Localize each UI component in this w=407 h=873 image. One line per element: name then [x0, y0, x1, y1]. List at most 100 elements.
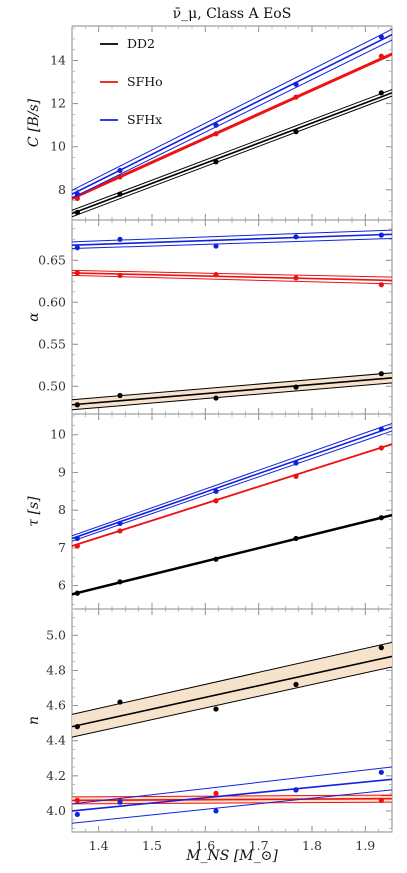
- fit-line-SFHx-fit: [72, 778, 392, 812]
- data-point-DD2: [74, 402, 80, 408]
- data-point-DD2: [117, 699, 123, 705]
- data-point-SFHx: [117, 520, 123, 526]
- data-point-SFHo: [74, 195, 80, 202]
- data-point-DD2: [213, 159, 219, 165]
- series-group: [72, 422, 392, 596]
- confidence-band-DD2: [72, 642, 392, 738]
- figure-title: ν̄_μ, Class A EoS: [173, 6, 292, 22]
- y-tick-label: 5.0: [46, 627, 66, 642]
- data-point-DD2: [293, 681, 299, 688]
- data-point-DD2: [74, 590, 80, 596]
- data-point-SFHx: [293, 234, 299, 240]
- panel-frame: [71, 25, 393, 221]
- y-tick-label: 6: [58, 578, 66, 593]
- data-point-SFHx: [378, 34, 384, 40]
- y-tick-label: 8: [58, 182, 66, 197]
- fit-line-DD2-fit: [72, 92, 392, 215]
- data-point-DD2: [293, 129, 299, 135]
- data-point-DD2: [378, 645, 384, 651]
- data-point-DD2: [74, 724, 80, 730]
- fit-line-DD2-band_lo: [72, 666, 392, 738]
- data-point-SFHo: [213, 131, 219, 137]
- y-tick-label: 0.65: [38, 252, 66, 267]
- data-point-SFHo: [378, 53, 384, 59]
- data-point-SFHx: [117, 799, 123, 805]
- panel-2: 0.50 0.55 0.60 0.65 α: [26, 219, 393, 415]
- data-point-SFHo: [378, 282, 384, 288]
- y-tick-label: 4.8: [46, 662, 66, 677]
- data-point-SFHx: [117, 236, 123, 242]
- data-point-DD2: [378, 90, 384, 96]
- legend-label-SFHx: SFHx: [127, 112, 162, 127]
- data-point-SFHx: [213, 122, 219, 128]
- fit-line-SFHo-band_hi: [72, 269, 392, 278]
- data-point-SFHx: [378, 426, 384, 432]
- fit-line-DD2-fit: [72, 655, 392, 728]
- y-axis-label: τ [s]: [26, 496, 42, 527]
- fit-line-SFHo-fit: [72, 797, 392, 802]
- y-tick-label: 10: [50, 139, 66, 154]
- data-point-DD2: [293, 384, 299, 390]
- fit-line-SFHx-fit: [72, 33, 392, 195]
- fit-line-SFHo-band_lo: [72, 801, 392, 805]
- panel-4: 4.0 4.2 4.4 4.6 4.8 5.0 n 1.4 1.5 1.6 1.7 1.8 1.9: [26, 608, 393, 853]
- y-tick-label: 4.2: [46, 768, 66, 783]
- legend-label-SFHo: SFHo: [127, 74, 163, 89]
- series-group: [72, 229, 392, 411]
- y-axis-label: α: [26, 312, 42, 322]
- data-point-SFHo: [74, 543, 80, 549]
- fit-line-SFHx-band_hi: [72, 422, 392, 537]
- legend-label-DD2: DD2: [127, 36, 155, 51]
- fit-line-SFHx-band_lo: [72, 237, 392, 250]
- fit-line-SFHo-fit: [72, 53, 392, 200]
- data-point-DD2: [213, 556, 219, 562]
- data-point-SFHo: [74, 270, 80, 276]
- data-point-SFHo: [293, 275, 299, 281]
- data-point-SFHx: [293, 460, 299, 466]
- panels-group: 8 10 12 14 C [B/s] DD2 SFHo SFHx 0.50 0.55 0.60 0.6…: [26, 25, 393, 853]
- legend: DD2 SFHo SFHx: [100, 36, 163, 127]
- x-tick-label: 1.4: [89, 838, 109, 853]
- fit-line-SFHx-fit: [72, 426, 392, 540]
- data-point-SFHo: [117, 174, 123, 180]
- fit-line-DD2-fit: [72, 514, 392, 596]
- data-point-SFHo: [293, 473, 299, 479]
- data-point-DD2: [293, 535, 299, 542]
- data-point-SFHo: [293, 94, 299, 100]
- data-point-SFHx: [213, 488, 219, 494]
- data-point-SFHx: [74, 245, 80, 251]
- x-tick-label: 1.9: [355, 838, 375, 853]
- data-point-SFHx: [378, 232, 384, 238]
- data-point-DD2: [378, 515, 384, 521]
- y-tick-label: 12: [50, 96, 66, 111]
- series-group: [72, 641, 392, 824]
- data-point-DD2: [213, 706, 219, 712]
- panel-1: 8 10 12 14 C [B/s] DD2 SFHo SFHx: [26, 25, 393, 221]
- y-tick-label: 0.60: [38, 294, 66, 309]
- x-tick-label: 1.6: [195, 838, 215, 853]
- data-point-SFHx: [378, 769, 384, 775]
- y-tick-label: 9: [58, 464, 66, 479]
- data-point-DD2: [74, 209, 80, 216]
- data-point-SFHx: [74, 535, 80, 542]
- fit-line-SFHo-fit: [72, 272, 392, 282]
- data-point-SFHo: [378, 445, 384, 451]
- fit-line-SFHo-fit: [72, 443, 392, 547]
- data-point-SFHx: [213, 243, 219, 249]
- x-tick-label: 1.7: [249, 838, 269, 853]
- data-point-SFHo: [117, 272, 123, 279]
- y-tick-label: 4.0: [46, 803, 66, 818]
- x-tick-label: 1.8: [302, 838, 322, 853]
- y-tick-label: 4.6: [46, 698, 66, 713]
- data-point-SFHx: [293, 81, 299, 87]
- data-point-SFHo: [213, 498, 219, 504]
- fit-line-DD2-band_hi: [72, 641, 392, 715]
- fit-line-DD2-band_lo: [72, 382, 392, 411]
- panel-3: 6 7 8 9 10 τ [s]: [26, 413, 393, 610]
- fit-line-SFHx-band_lo: [72, 430, 392, 542]
- series-group: [72, 28, 392, 218]
- data-point-SFHx: [74, 811, 80, 818]
- fit-line-SFHo-band_lo: [72, 274, 392, 285]
- data-point-SFHx: [213, 808, 219, 814]
